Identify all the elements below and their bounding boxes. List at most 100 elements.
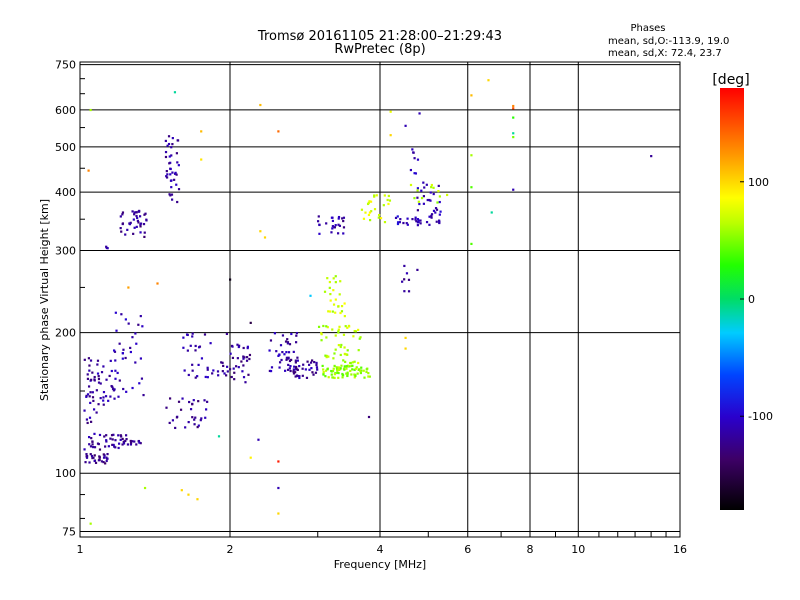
echo-point: [126, 443, 130, 446]
echo-point: [121, 443, 124, 446]
echo-point: [420, 196, 424, 200]
echo-point: [112, 389, 116, 392]
data-points: [83, 79, 653, 525]
echo-point: [337, 331, 340, 334]
echo-point: [109, 395, 112, 398]
echo-point: [364, 211, 367, 214]
echo-point: [296, 368, 299, 371]
echo-point: [200, 417, 203, 420]
echo-point: [90, 420, 93, 423]
echo-point: [354, 367, 357, 370]
echo-point: [326, 277, 329, 280]
echo-point: [122, 387, 125, 391]
phase-info-x: mean, sd,X: 72.4, 23.7: [608, 48, 722, 59]
echo-point: [132, 218, 135, 221]
echo-point: [97, 375, 100, 378]
echo-point: [139, 225, 142, 228]
echo-point: [91, 396, 95, 399]
echo-point: [124, 318, 127, 321]
echo-point: [206, 376, 209, 379]
echo-point: [246, 345, 249, 348]
echo-point: [107, 399, 110, 402]
echo-point: [86, 421, 89, 425]
echo-point: [317, 215, 320, 218]
echo-point: [168, 397, 172, 400]
echo-point: [432, 209, 436, 212]
echo-point: [115, 329, 118, 332]
echo-point: [181, 397, 184, 400]
echo-point: [91, 456, 94, 460]
echo-point: [470, 186, 473, 189]
echo-point: [83, 409, 86, 412]
echo-point: [236, 357, 239, 360]
echo-point: [117, 395, 120, 398]
echo-point: [136, 219, 139, 222]
echo-point: [112, 387, 115, 391]
echo-point: [102, 396, 105, 399]
echo-point: [141, 325, 144, 328]
echo-point: [89, 391, 92, 394]
echo-point: [287, 351, 291, 354]
echo-point: [206, 366, 209, 369]
echo-point: [245, 359, 249, 362]
echo-point: [353, 368, 356, 371]
echo-point: [231, 356, 235, 360]
echo-point: [324, 369, 328, 372]
echo-point: [278, 353, 281, 356]
echo-point: [107, 445, 110, 448]
echo-point: [334, 348, 337, 351]
echo-point: [315, 361, 318, 365]
echo-point: [89, 359, 93, 362]
echo-point: [367, 201, 370, 204]
echo-point: [435, 208, 439, 211]
echo-point: [170, 193, 174, 196]
plot-frame: [79, 61, 681, 538]
echo-point: [336, 371, 339, 374]
echo-point: [119, 434, 122, 437]
echo-point: [173, 91, 177, 94]
echo-point: [120, 313, 123, 316]
echo-point: [119, 215, 122, 218]
echo-point: [428, 215, 431, 218]
echo-point: [217, 374, 220, 377]
echo-point: [248, 353, 252, 357]
echo-point: [131, 336, 134, 339]
echo-point: [302, 363, 305, 366]
echo-point: [330, 373, 333, 376]
echo-point: [125, 390, 128, 393]
echo-point: [342, 359, 345, 362]
echo-point: [102, 365, 105, 368]
y-tick-label: 200: [55, 327, 76, 340]
echo-point: [257, 438, 260, 441]
echo-point: [187, 373, 190, 377]
echo-point: [294, 359, 297, 362]
echo-point: [171, 143, 174, 146]
echo-point: [180, 489, 183, 492]
echo-point: [342, 216, 346, 219]
echo-point: [122, 440, 126, 443]
echo-point: [416, 187, 419, 190]
echo-point: [429, 199, 432, 202]
echo-point: [332, 303, 336, 306]
echo-point: [346, 364, 350, 367]
echo-point: [321, 364, 324, 368]
echo-point: [277, 486, 280, 490]
echo-point: [346, 371, 349, 374]
echo-point: [204, 375, 207, 379]
echo-point: [439, 210, 442, 213]
echo-point: [106, 452, 109, 456]
echo-point: [337, 367, 340, 370]
echo-point: [122, 348, 125, 351]
echo-point: [87, 169, 90, 172]
echo-point: [88, 369, 91, 372]
echo-point: [177, 188, 181, 191]
echo-point: [367, 372, 370, 375]
echo-point: [317, 325, 321, 328]
echo-point: [143, 235, 146, 238]
echo-point: [112, 433, 115, 436]
echo-point: [285, 351, 288, 354]
echo-point: [131, 386, 134, 390]
echo-point: [325, 354, 329, 358]
echo-point: [295, 365, 298, 369]
echo-point: [404, 336, 407, 339]
